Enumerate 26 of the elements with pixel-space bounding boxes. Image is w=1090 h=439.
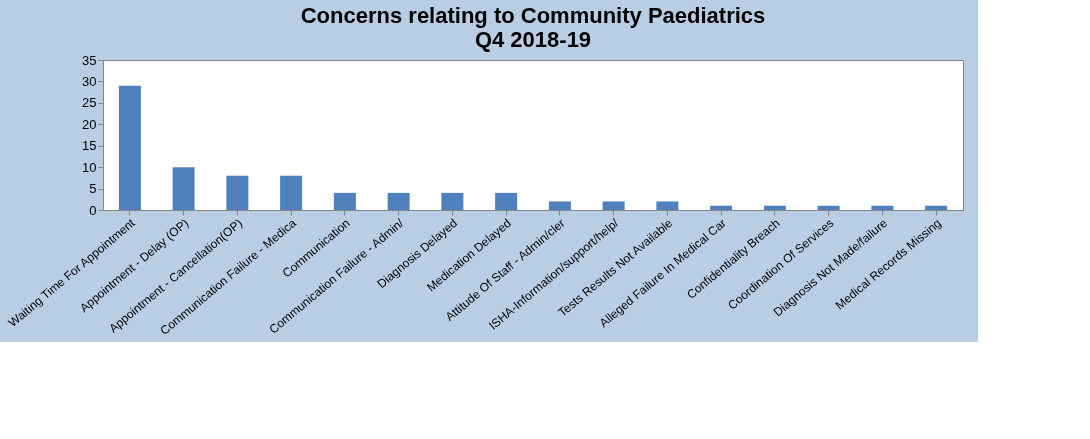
bar [710,205,733,210]
bar [280,175,303,210]
y-tick-label: 20 [82,116,97,132]
y-tick-label: 25 [82,95,97,111]
bar [602,201,625,210]
bar [495,192,518,210]
bar [333,192,356,210]
bar [763,205,786,210]
bar [226,175,249,210]
y-tick-label: 35 [82,52,97,68]
text: Q4 2018-19 [474,27,592,52]
bar [387,192,410,210]
text: Concerns relating to Community Paediatrics [300,3,766,28]
bar [817,205,840,210]
y-tick-label: 10 [82,159,97,175]
bar [871,205,894,210]
bar [118,85,141,210]
bar [172,167,195,210]
bar [925,205,948,210]
y-tick-label: 15 [82,138,97,154]
y-tick-label: 5 [89,181,97,197]
bar [548,201,571,210]
bar [441,192,464,210]
bar [656,201,679,210]
y-tick-label: 0 [89,202,97,218]
y-tick-label: 30 [82,73,97,89]
